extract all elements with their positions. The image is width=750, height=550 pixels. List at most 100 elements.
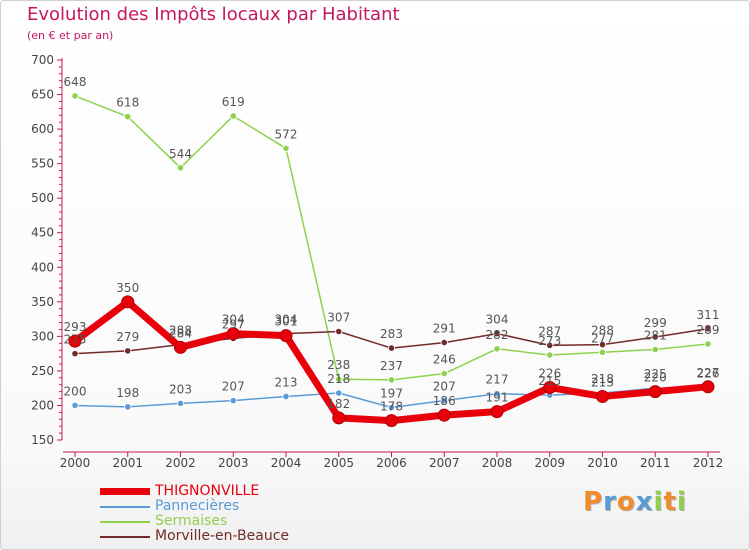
logo-letter: r (603, 487, 617, 517)
legend-swatch-morville-en-beauce (100, 536, 150, 538)
data-label-thignonville: 227 (697, 366, 720, 380)
data-point-thignonville (226, 327, 240, 341)
data-label-thignonville: 226 (538, 366, 561, 380)
x-tick-label: 2008 (482, 456, 513, 470)
data-point-morville-en-beauce (546, 341, 554, 349)
data-label-morville-en-beauce: 283 (380, 327, 403, 341)
x-tick-label: 2000 (60, 456, 91, 470)
data-point-panneci-res (387, 403, 396, 412)
data-label-morville-en-beauce: 279 (116, 330, 139, 344)
data-point-panneci-res (440, 397, 448, 405)
x-tick-label: 2006 (376, 456, 407, 470)
x-tick-label: 2003 (218, 456, 249, 470)
data-label-panneci-res: 198 (116, 386, 139, 400)
y-tick-label: 350 (31, 295, 54, 309)
logo-letter: i (676, 487, 687, 517)
data-point-panneci-res (282, 392, 290, 401)
data-label-morville-en-beauce: 288 (169, 324, 192, 338)
data-label-morville-en-beauce: 288 (591, 324, 614, 338)
data-label-thignonville: 220 (644, 371, 667, 385)
data-point-sermaises (546, 351, 554, 359)
data-point-panneci-res (493, 390, 501, 398)
data-label-sermaises: 648 (64, 75, 87, 89)
data-point-thignonville (385, 414, 398, 428)
legend: THIGNONVILLE Pannecières Sermaises Morvi… (100, 484, 360, 544)
legend-item-sermaises: Sermaises (100, 514, 360, 529)
data-label-thignonville: 178 (380, 400, 403, 414)
data-label-sermaises: 618 (116, 96, 139, 110)
logo-letter: o (616, 487, 636, 517)
x-tick-label: 2011 (640, 456, 671, 470)
data-label-panneci-res: 207 (222, 380, 245, 394)
data-label-thignonville: 186 (433, 394, 456, 408)
data-label-thignonville: 191 (486, 391, 509, 405)
data-point-thignonville (596, 389, 609, 403)
data-label-sermaises: 281 (644, 328, 667, 342)
data-label-morville-en-beauce: 304 (486, 313, 509, 327)
data-point-sermaises (229, 112, 237, 120)
data-point-sermaises (124, 113, 132, 121)
chart-subtitle: (en € et par an) (27, 29, 114, 42)
logo-letter: t (663, 487, 677, 517)
data-label-sermaises: 619 (222, 95, 245, 109)
data-point-sermaises (176, 164, 185, 172)
data-point-thignonville (68, 334, 82, 348)
x-tick-label: 2001 (112, 456, 143, 470)
legend-label-pannecieres: Pannecières (155, 498, 240, 514)
data-label-panneci-res: 203 (169, 382, 192, 396)
data-point-sermaises (282, 144, 290, 153)
y-tick-label: 450 (31, 226, 54, 240)
data-label-morville-en-beauce: 297 (222, 317, 245, 331)
data-label-morville-en-beauce: 291 (433, 322, 456, 336)
data-point-morville-en-beauce (124, 347, 132, 355)
y-tick-label: 400 (31, 260, 54, 274)
data-label-panneci-res: 207 (433, 380, 456, 394)
legend-swatch-sermaises (100, 521, 150, 523)
data-label-morville-en-beauce: 287 (538, 324, 561, 338)
y-tick-label: 500 (31, 191, 54, 205)
y-tick-label: 150 (31, 433, 54, 447)
data-point-panneci-res (176, 399, 185, 407)
data-point-panneci-res (335, 389, 343, 397)
data-point-panneci-res (71, 401, 79, 410)
data-point-morville-en-beauce (335, 327, 343, 336)
data-point-thignonville (121, 295, 135, 309)
data-point-thignonville (437, 408, 451, 422)
y-tick-label: 550 (31, 157, 54, 171)
data-label-thignonville: 304 (222, 313, 245, 327)
data-point-morville-en-beauce (387, 344, 396, 352)
proxiti-logo: Proxiti (583, 487, 687, 517)
data-label-morville-en-beauce: 311 (697, 308, 720, 322)
data-label-sermaises: 273 (538, 334, 561, 348)
data-label-thignonville: 293 (64, 320, 87, 334)
data-label-thignonville: 182 (327, 397, 350, 411)
legend-label-sermaises: Sermaises (155, 513, 228, 529)
data-label-sermaises: 237 (380, 359, 403, 373)
data-point-thignonville (701, 380, 715, 394)
data-label-panneci-res: 225 (644, 367, 667, 381)
data-point-sermaises (440, 370, 448, 378)
data-label-morville-en-beauce: 304 (275, 313, 298, 327)
data-point-panneci-res (229, 397, 237, 405)
data-label-sermaises: 544 (169, 147, 192, 161)
data-label-thignonville: 350 (116, 281, 139, 295)
data-label-thignonville: 284 (169, 326, 192, 340)
y-tick-label: 300 (31, 329, 54, 343)
y-tick-label: 200 (31, 398, 54, 412)
data-point-morville-en-beauce (440, 338, 448, 347)
data-label-panneci-res: 215 (538, 374, 561, 388)
data-point-sermaises (704, 340, 712, 348)
data-label-panneci-res: 197 (380, 387, 403, 401)
data-point-sermaises (387, 376, 396, 384)
data-label-sermaises: 238 (327, 358, 350, 372)
data-point-sermaises (651, 345, 659, 354)
x-tick-label: 2007 (429, 456, 460, 470)
y-tick-label: 650 (31, 88, 54, 102)
data-label-thignonville: 213 (591, 375, 614, 389)
data-label-sermaises: 572 (275, 127, 298, 141)
data-label-morville-en-beauce: 275 (64, 333, 87, 347)
logo-letter: x (635, 487, 654, 517)
x-tick-label: 2012 (693, 456, 724, 470)
data-point-morville-en-beauce (493, 329, 501, 338)
